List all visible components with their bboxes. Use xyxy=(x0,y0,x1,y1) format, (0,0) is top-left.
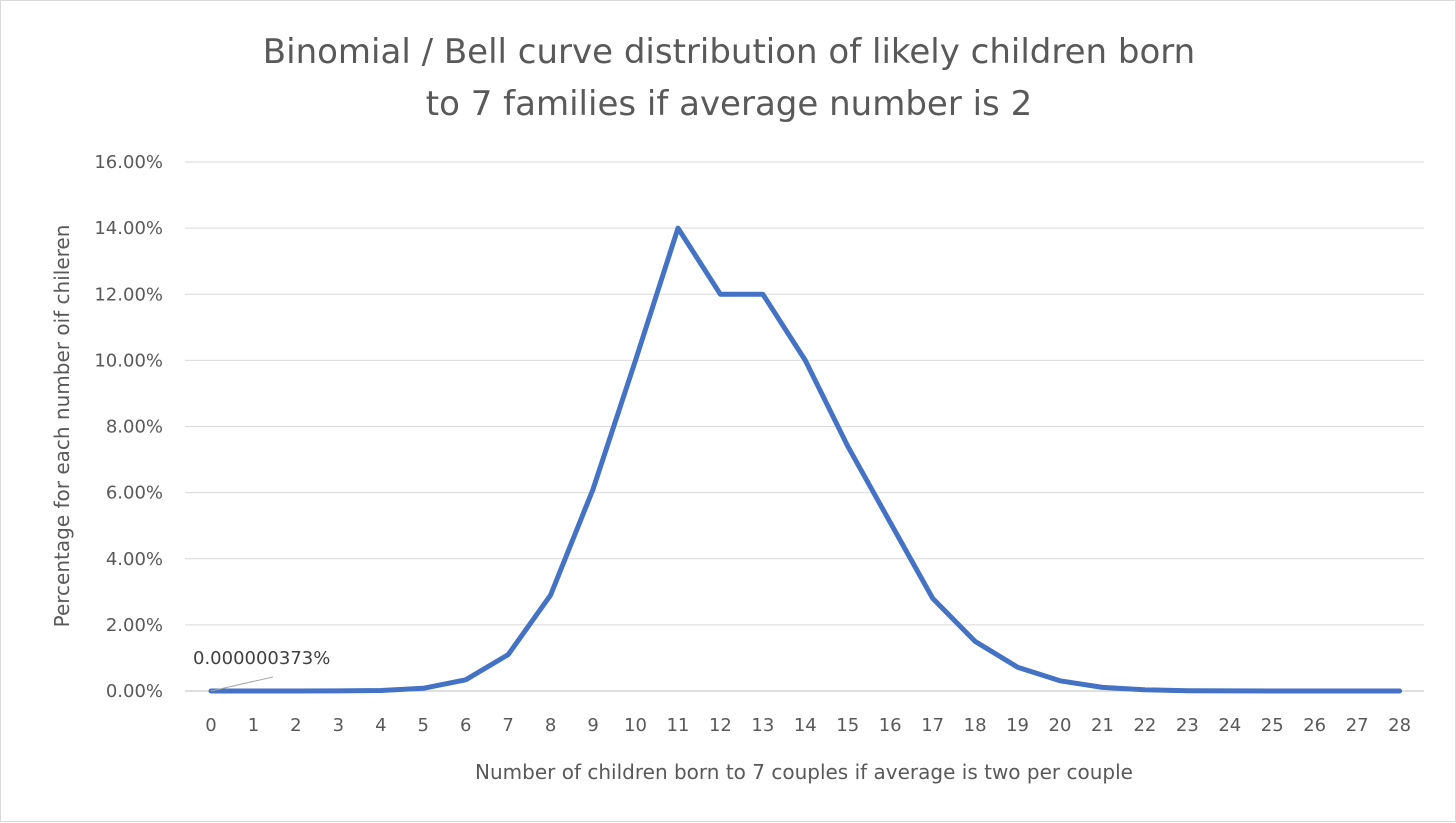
x-tick-label: 6 xyxy=(460,715,471,736)
x-tick-label: 15 xyxy=(836,715,859,736)
y-tick-label: 16.00% xyxy=(94,152,163,173)
x-tick-label: 10 xyxy=(624,715,647,736)
chart-title-line-2: to 7 families if average number is 2 xyxy=(426,84,1032,124)
y-tick-label: 14.00% xyxy=(94,218,163,239)
x-tick-label: 9 xyxy=(587,715,598,736)
x-tick-label: 17 xyxy=(921,715,944,736)
x-tick-label: 24 xyxy=(1218,715,1241,736)
x-tick-label: 11 xyxy=(666,715,689,736)
x-tick-label: 3 xyxy=(333,715,344,736)
y-tick-label: 2.00% xyxy=(106,615,163,636)
x-tick-label: 14 xyxy=(794,715,817,736)
x-tick-label: 22 xyxy=(1133,715,1156,736)
x-tick-label: 13 xyxy=(751,715,774,736)
x-tick-label: 2 xyxy=(290,715,301,736)
x-tick-label: 19 xyxy=(1006,715,1029,736)
x-tick-label: 16 xyxy=(879,715,902,736)
x-tick-label: 7 xyxy=(502,715,513,736)
x-tick-label: 8 xyxy=(545,715,556,736)
x-tick-label: 0 xyxy=(205,715,216,736)
x-tick-label: 27 xyxy=(1346,715,1369,736)
y-tick-label: 10.00% xyxy=(94,350,163,371)
x-tick-label: 23 xyxy=(1176,715,1199,736)
y-tick-label: 6.00% xyxy=(106,483,163,504)
y-tick-label: 4.00% xyxy=(106,549,163,570)
series-layer xyxy=(211,228,1400,691)
y-tick-label: 8.00% xyxy=(106,417,163,438)
series-line xyxy=(211,228,1400,691)
y-tick-label: 12.00% xyxy=(94,284,163,305)
x-tick-label: 25 xyxy=(1261,715,1284,736)
y-axis-ticks: 0.00% 2.00% 4.00% 6.00% 8.00% 10.00% 12.00% 14.… xyxy=(94,152,163,702)
x-tick-label: 12 xyxy=(709,715,732,736)
annotation-data-label: 0.000000373% xyxy=(193,648,330,669)
x-tick-label: 5 xyxy=(418,715,429,736)
x-axis-title: Number of children born to 7 couples if … xyxy=(475,760,1133,784)
y-tick-label: 0.00% xyxy=(106,681,163,702)
x-tick-label: 26 xyxy=(1303,715,1326,736)
x-tick-label: 4 xyxy=(375,715,386,736)
y-axis-title: Percentage for each number oif chileren xyxy=(50,225,74,628)
x-tick-label: 28 xyxy=(1388,715,1411,736)
x-tick-label: 1 xyxy=(248,715,259,736)
x-tick-label: 21 xyxy=(1091,715,1114,736)
x-tick-label: 20 xyxy=(1049,715,1072,736)
annotation-layer: 0.000000373% xyxy=(193,648,330,691)
chart-title-line-1: Binomial / Bell curve distribution of li… xyxy=(263,32,1195,72)
x-tick-label: 18 xyxy=(964,715,987,736)
gridlines xyxy=(185,162,1424,691)
